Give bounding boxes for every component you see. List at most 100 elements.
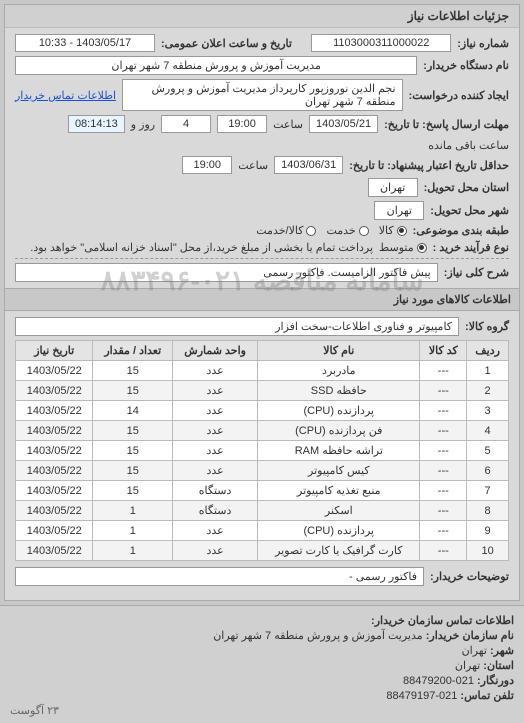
table-header-cell: واحد شمارش [173, 341, 258, 361]
table-header-cell: کد کالا [420, 341, 467, 361]
province-value: تهران [368, 178, 418, 197]
deadline-remain: 08:14:13 [68, 115, 125, 133]
table-cell: 1403/05/22 [16, 521, 93, 541]
table-cell: 15 [93, 421, 173, 441]
deadline-date: 1403/05/21 [309, 115, 378, 133]
items-table: ردیفکد کالانام کالاواحد شمارشتعداد / مقد… [15, 340, 509, 561]
radio-option[interactable]: کالا [379, 224, 407, 237]
req-no-label: شماره نیاز: [457, 37, 509, 50]
table-cell: عدد [173, 541, 258, 561]
table-cell: 10 [467, 541, 509, 561]
table-row: 9---پردازنده (CPU)عدد11403/05/22 [16, 521, 509, 541]
radio-dot-icon [359, 226, 369, 236]
table-cell: عدد [173, 441, 258, 461]
table-cell: عدد [173, 461, 258, 481]
table-row: 3---پردازنده (CPU)عدد141403/05/22 [16, 401, 509, 421]
table-header-cell: تاریخ نیاز [16, 341, 93, 361]
table-row: 4---فن پردازنده (CPU)عدد151403/05/22 [16, 421, 509, 441]
table-cell: 15 [93, 381, 173, 401]
table-cell: 5 [467, 441, 509, 461]
table-cell: --- [420, 481, 467, 501]
table-cell: عدد [173, 381, 258, 401]
radio-label: کالا/خدمت [256, 224, 303, 237]
table-cell: 4 [467, 421, 509, 441]
panel-title: جزئیات اطلاعات نیاز [5, 5, 519, 28]
purchase-type-label: نوع فرآیند خرید : [433, 241, 509, 254]
table-cell: 1403/05/22 [16, 381, 93, 401]
table-header-cell: ردیف [467, 341, 509, 361]
footer-line-value: تهران [455, 660, 480, 672]
valid-until-label: حداقل تاریخ اعتبار پیشنهاد: تا تاریخ: [349, 159, 509, 172]
table-row: 7---منبع تغذیه کامپیوتردستگاه151403/05/2… [16, 481, 509, 501]
table-cell: 1403/05/22 [16, 501, 93, 521]
deadline-label: مهلت ارسال پاسخ: تا تاریخ: [384, 118, 509, 131]
table-cell: 1403/05/22 [16, 541, 93, 561]
valid-time-label: ساعت [238, 159, 268, 172]
radio-option[interactable]: کالا/خدمت [256, 224, 316, 237]
requester-value: نجم الدین نوروزپور کارپرداز مدیریت آموزش… [122, 79, 403, 111]
buyer-note-value: فاکتور رسمی - [15, 567, 424, 586]
table-cell: دستگاه [173, 501, 258, 521]
table-header-cell: تعداد / مقدار [93, 341, 173, 361]
table-cell: 7 [467, 481, 509, 501]
table-cell: پردازنده (CPU) [258, 401, 420, 421]
deadline-time: 19:00 [217, 115, 267, 133]
radio-label: متوسط [379, 241, 414, 254]
valid-until-time: 19:00 [182, 156, 232, 174]
table-cell: 1403/05/22 [16, 421, 93, 441]
table-cell: 9 [467, 521, 509, 541]
table-cell: 15 [93, 361, 173, 381]
time-label: ساعت [273, 118, 303, 131]
table-cell: --- [420, 361, 467, 381]
radio-option[interactable]: خدمت [326, 224, 368, 237]
table-cell: 14 [93, 401, 173, 421]
table-cell: --- [420, 401, 467, 421]
table-row: 10---کارت گرافیک یا کارت تصویرعدد11403/0… [16, 541, 509, 561]
table-cell: --- [420, 521, 467, 541]
buyer-note-label: توضیحات خریدار: [430, 570, 509, 583]
table-cell: 1 [93, 541, 173, 561]
summary-label: شرح کلی نیاز: [444, 266, 509, 279]
table-cell: منبع تغذیه کامپیوتر [258, 481, 420, 501]
table-cell: --- [420, 381, 467, 401]
table-cell: کیس کامپیوتر [258, 461, 420, 481]
footer-title: اطلاعات تماس سازمان خریدار: [371, 615, 514, 627]
goods-group-value: کامپیوتر و فناوری اطلاعات-سخت افزار [15, 317, 459, 336]
table-cell: --- [420, 461, 467, 481]
table-cell: 1 [467, 361, 509, 381]
purchase-type-note: پرداخت تمام یا بخشی از مبلغ خرید،از محل … [30, 241, 373, 254]
buyer-contact-link[interactable]: اطلاعات تماس خریدار [15, 89, 116, 102]
table-row: 6---کیس کامپیوترعدد151403/05/22 [16, 461, 509, 481]
table-cell: 1403/05/22 [16, 441, 93, 461]
and-label: روز و [131, 118, 155, 131]
radio-option[interactable]: متوسط [379, 241, 427, 254]
footer-line-label: نام سازمان خریدار: [423, 630, 514, 642]
pub-datetime-label: تاریخ و ساعت اعلان عمومی: [161, 37, 292, 50]
table-cell: 1403/05/22 [16, 461, 93, 481]
table-cell: 15 [93, 481, 173, 501]
footer-line-value: مدیریت آموزش و پرورش منطقه 7 شهر تهران [213, 630, 422, 642]
table-cell: 1 [93, 521, 173, 541]
footer-line-label: تلفن تماس: [457, 690, 514, 702]
category-label: طبقه بندی موضوعی: [413, 224, 509, 237]
table-row: 8---اسکنردستگاه11403/05/22 [16, 501, 509, 521]
footer-line-value: 021-88479197 [386, 690, 457, 702]
table-cell: 15 [93, 461, 173, 481]
province-label: استان محل تحویل: [424, 181, 509, 194]
table-cell: 1403/05/22 [16, 481, 93, 501]
table-cell: 6 [467, 461, 509, 481]
footer-line-value: 021-88479200 [403, 675, 474, 687]
table-cell: 3 [467, 401, 509, 421]
radio-dot-icon [306, 226, 316, 236]
table-row: 1---مادربردعدد151403/05/22 [16, 361, 509, 381]
table-cell: مادربرد [258, 361, 420, 381]
table-cell: 1403/05/22 [16, 401, 93, 421]
table-cell: --- [420, 541, 467, 561]
table-row: 5---تراشه حافظه RAMعدد151403/05/22 [16, 441, 509, 461]
table-cell: 15 [93, 441, 173, 461]
remain-label: ساعت باقی مانده [428, 139, 509, 152]
table-cell: 1403/05/22 [16, 361, 93, 381]
table-cell: --- [420, 421, 467, 441]
table-cell: --- [420, 501, 467, 521]
radio-label: کالا [379, 224, 394, 237]
